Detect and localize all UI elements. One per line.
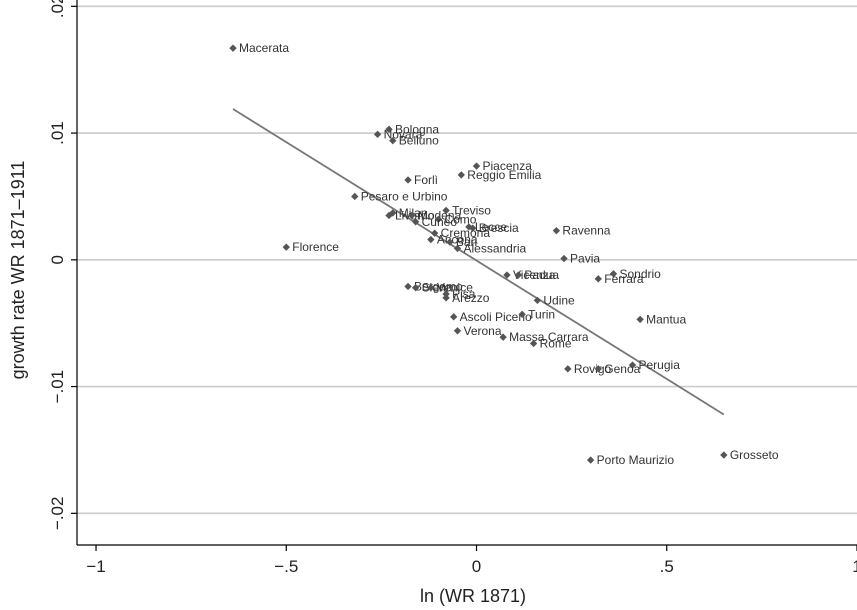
x-tick-label: .5 [660, 557, 674, 576]
data-point [404, 282, 412, 291]
point-label: Padua [524, 268, 559, 282]
data-point [564, 365, 572, 373]
point-label: Udine [543, 293, 575, 307]
data-point [609, 270, 618, 278]
data-point [450, 313, 458, 321]
data-point [529, 339, 538, 348]
fit-line [232, 108, 725, 416]
data-point [499, 333, 507, 341]
data-point [404, 176, 412, 184]
point-label: Grosseto [730, 448, 779, 462]
data-point [552, 226, 561, 235]
point-label: Massa Carrara [509, 330, 589, 344]
data-point [457, 171, 465, 179]
data-point [518, 310, 526, 319]
data-point [503, 271, 511, 279]
point-label: Bergamo [414, 279, 463, 293]
data-point [351, 192, 359, 201]
point-label: Ferrara [604, 272, 644, 286]
gridlines [77, 5, 857, 515]
point-label: Sondrio [619, 267, 661, 281]
point-label: Bologna [395, 122, 439, 136]
point-label: Forlì [414, 173, 438, 187]
x-tick-label: −.5 [274, 557, 298, 576]
data-point [442, 206, 450, 215]
data-point [442, 294, 450, 302]
x-tick-label: 1 [852, 557, 857, 576]
data-points: MacerataBolognaNovaraBellunoPiacenzaRegg… [229, 41, 779, 467]
point-label: Piacenza [483, 159, 533, 173]
y-axis-title: growth rate WR 1871–1911 [8, 161, 28, 380]
data-point [453, 327, 462, 335]
point-label: Turin [528, 307, 555, 321]
point-label: Verona [463, 324, 501, 338]
y-tick-label: 0 [48, 255, 67, 264]
point-label: Pesaro e Urbino [361, 189, 448, 203]
ticks: −.02 −.01 0 .01 .02 −1 −.5 0 .5 1 [48, 0, 857, 576]
point-label: Alessandria [463, 241, 526, 255]
point-label: Perugia [639, 358, 681, 372]
data-point [533, 296, 542, 305]
point-label: Como [444, 212, 476, 226]
point-label: Rome [540, 336, 572, 350]
point-label: Ravenna [562, 224, 610, 238]
point-label: Ancona [437, 233, 478, 247]
data-point [385, 125, 393, 133]
x-tick-label: −1 [86, 557, 105, 576]
point-label: Modena [418, 208, 462, 222]
data-point [586, 456, 595, 464]
data-point [385, 211, 393, 220]
point-label: Porto Maurizio [597, 453, 675, 467]
point-label: Pisa [452, 287, 476, 301]
point-label: Reggio Emilia [467, 168, 541, 182]
point-label: Rovigo [574, 362, 612, 376]
y-tick-label: .02 [48, 0, 67, 18]
point-label: Bari [456, 235, 477, 249]
point-label: Milan [399, 206, 428, 220]
data-point [636, 315, 644, 324]
axes [76, 0, 857, 546]
point-label: Genoa [604, 362, 640, 376]
data-point [628, 361, 637, 369]
point-label: Lecce [475, 220, 507, 234]
point-label: Cuneo [422, 215, 458, 229]
data-point [427, 284, 435, 292]
data-point [514, 271, 523, 279]
point-label: Belluno [399, 134, 439, 148]
data-point [720, 451, 728, 459]
point-label: Ascoli Piceno [460, 310, 532, 324]
point-label: Brescia [479, 221, 519, 235]
y-tick-label: .01 [48, 121, 67, 145]
point-label: Cremona [441, 226, 491, 240]
point-label: Pavia [570, 252, 600, 266]
data-point [411, 284, 420, 292]
data-point [434, 215, 443, 223]
data-point [389, 137, 397, 145]
x-axis-title: ln (WR 1871) [420, 586, 526, 606]
point-label: Vicenza [513, 268, 556, 282]
data-point [594, 275, 602, 283]
x-tick-label: 0 [472, 557, 481, 576]
data-point [442, 290, 450, 298]
data-point [430, 229, 439, 237]
y-tick-label: −.01 [48, 370, 67, 404]
point-label: Treviso [452, 203, 491, 217]
point-label: Florence [292, 240, 339, 254]
point-label: Siena [422, 281, 453, 295]
y-tick-label: −.02 [48, 497, 67, 531]
point-label: Arezzo [452, 291, 490, 305]
data-point [594, 365, 602, 373]
point-label: Macerata [239, 41, 289, 55]
point-label: Mantua [646, 312, 686, 326]
data-point [560, 254, 568, 263]
fit-line-layer [232, 108, 725, 416]
